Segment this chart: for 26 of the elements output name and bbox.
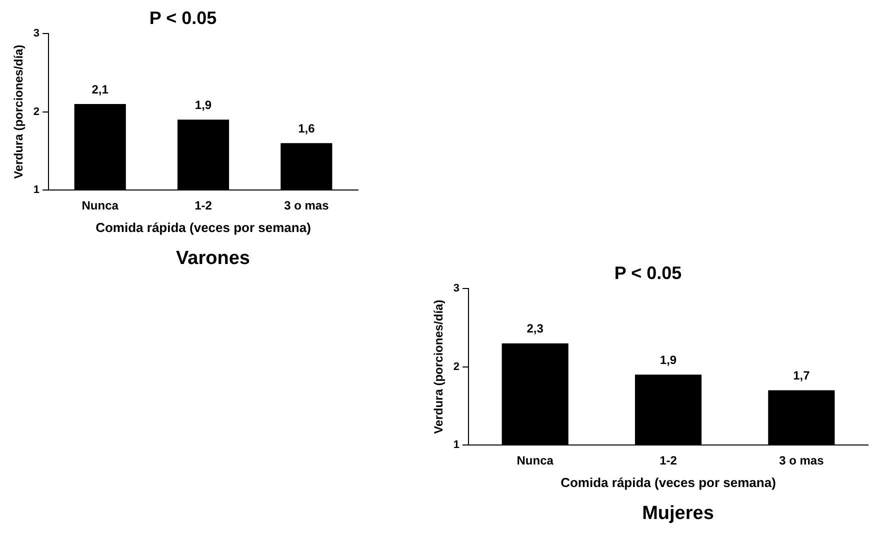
x-axis-title: Comida rápida (veces por semana) bbox=[560, 474, 776, 490]
x-tick-label: 3 o mas bbox=[284, 198, 330, 213]
y-tick-label: 2 bbox=[453, 360, 460, 373]
x-tick-label: 1-2 bbox=[194, 198, 212, 213]
text: Varones bbox=[175, 248, 251, 270]
y-tick-label: 1 bbox=[453, 439, 460, 452]
x-tick-label: Nunca bbox=[516, 454, 554, 468]
text: Mujeres bbox=[641, 503, 715, 525]
y-tick-label: 2 bbox=[33, 106, 40, 118]
y-tick-label: 3 bbox=[33, 28, 40, 40]
x-tick-label: Nunca bbox=[82, 198, 119, 213]
y-axis-title: Verdura (porciones/día) bbox=[12, 44, 26, 179]
data-label: 2,3 bbox=[526, 322, 544, 336]
data-label: 1,6 bbox=[298, 121, 316, 136]
chart-title: P < 0.05 bbox=[149, 8, 217, 28]
data-label: 1,9 bbox=[660, 352, 677, 367]
data-label: 1,7 bbox=[793, 368, 810, 383]
x-axis-title: Comida rápida (veces por semana) bbox=[96, 220, 311, 235]
y-tick-label: 3 bbox=[453, 282, 460, 295]
chart-title: P < 0.05 bbox=[614, 262, 682, 283]
y-tick-label: 1 bbox=[33, 184, 40, 196]
data-label: 2,1 bbox=[92, 82, 109, 96]
data-label: 1,9 bbox=[194, 98, 212, 112]
y-axis-title: Verdura (porciones/día) bbox=[432, 300, 446, 434]
x-tick-label: 3 o mas bbox=[779, 454, 824, 468]
x-tick-label: 1-2 bbox=[660, 454, 678, 468]
